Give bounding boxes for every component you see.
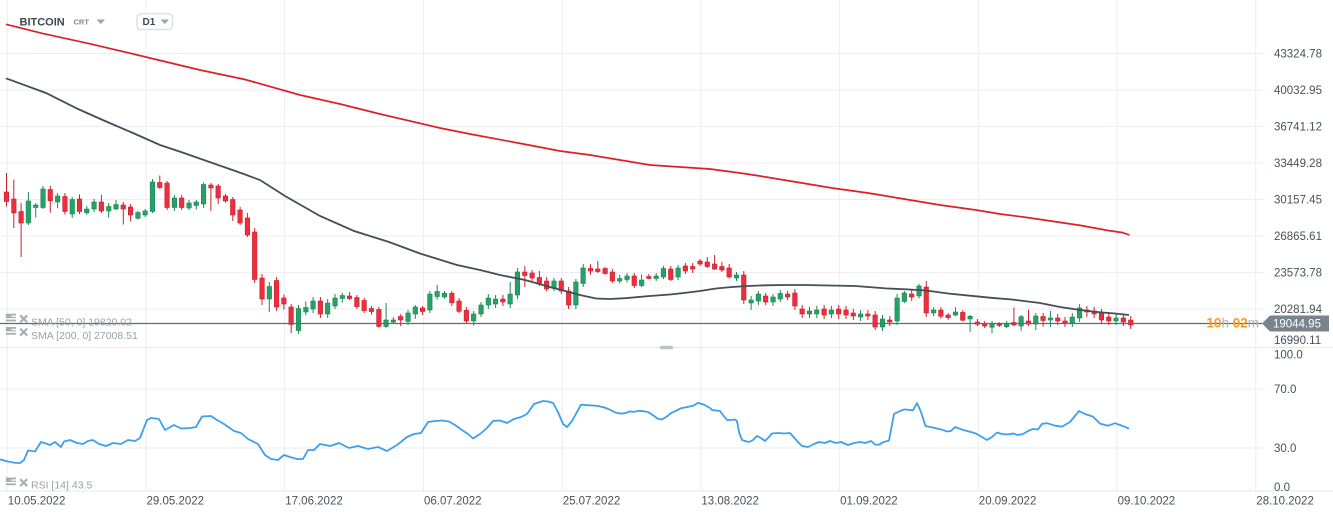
svg-text:30157.45: 30157.45 <box>1274 195 1322 207</box>
svg-text:CRT: CRT <box>74 17 90 26</box>
svg-text:20281.94: 20281.94 <box>1274 304 1323 316</box>
svg-text:28.10.2022: 28.10.2022 <box>1256 496 1314 508</box>
svg-text:01.09.2022: 01.09.2022 <box>840 496 898 508</box>
svg-text:43324.78: 43324.78 <box>1274 49 1322 61</box>
svg-text:0.0: 0.0 <box>1274 482 1290 494</box>
svg-text:23573.78: 23573.78 <box>1274 268 1322 280</box>
svg-text:BITCOIN: BITCOIN <box>20 16 65 28</box>
svg-text:30.0: 30.0 <box>1274 443 1296 455</box>
svg-text:29.05.2022: 29.05.2022 <box>147 496 205 508</box>
svg-text:SMA [200, 0] 27008.51: SMA [200, 0] 27008.51 <box>31 330 138 342</box>
svg-text:17.06.2022: 17.06.2022 <box>285 496 343 508</box>
svg-text:16990.11: 16990.11 <box>1274 335 1321 347</box>
svg-text:RSI [14] 43.5: RSI [14] 43.5 <box>31 480 92 492</box>
svg-text:SMA [50, 0] 19820.02: SMA [50, 0] 19820.02 <box>31 317 132 329</box>
svg-text:33449.28: 33449.28 <box>1274 158 1322 170</box>
svg-text:06.07.2022: 06.07.2022 <box>424 496 482 508</box>
svg-text:100.0: 100.0 <box>1274 350 1303 362</box>
svg-text:36741.12: 36741.12 <box>1274 122 1322 134</box>
svg-text:10h 02m: 10h 02m <box>1206 316 1259 331</box>
svg-text:25.07.2022: 25.07.2022 <box>563 496 621 508</box>
svg-text:D1: D1 <box>143 17 156 28</box>
svg-text:70.0: 70.0 <box>1274 384 1296 396</box>
svg-text:13.08.2022: 13.08.2022 <box>701 496 759 508</box>
svg-text:19044.95: 19044.95 <box>1273 319 1321 331</box>
svg-text:10.05.2022: 10.05.2022 <box>8 496 66 508</box>
svg-text:26865.61: 26865.61 <box>1274 231 1322 243</box>
svg-text:40032.95: 40032.95 <box>1274 85 1322 97</box>
svg-text:20.09.2022: 20.09.2022 <box>979 496 1037 508</box>
svg-text:09.10.2022: 09.10.2022 <box>1118 496 1176 508</box>
